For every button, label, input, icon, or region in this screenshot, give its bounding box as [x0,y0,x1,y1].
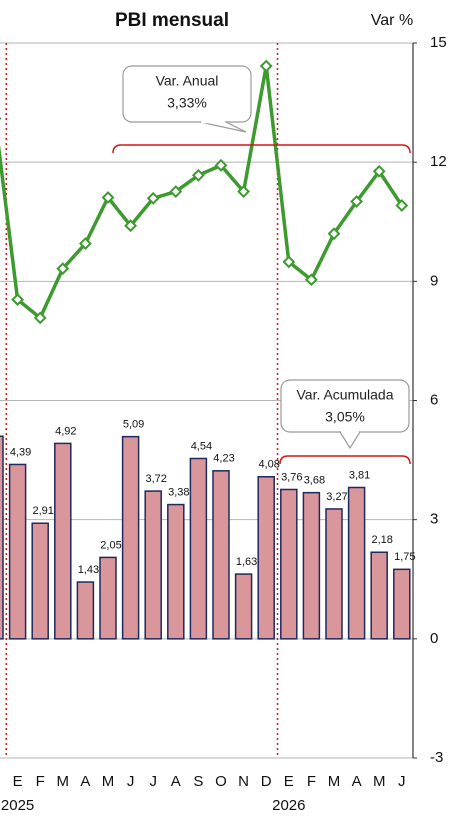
y-tick-label: -3 [430,749,443,766]
x-tick-label: J [398,773,406,790]
bracket [279,455,411,465]
callout-tip [338,431,362,450]
value-label: 3,72 [145,473,166,485]
value-label: 2,05 [100,539,121,551]
line-marker [101,191,115,204]
bar [234,573,253,640]
bar [189,457,208,640]
line-marker [327,227,341,241]
x-tick-label: A [171,773,181,790]
x-tick-label: D [261,773,272,790]
bar [393,568,411,640]
bar [347,486,366,640]
annotation: Var. Anual [156,73,219,89]
x-tick-label: A [80,773,90,790]
line-marker [214,158,228,172]
value-label: 3,68 [304,475,325,487]
value-label: 4,92 [55,425,76,437]
line-marker [11,293,25,307]
y-tick-label: 15 [430,34,447,51]
value-label: 3,27 [326,491,347,503]
x-tick-label: A [352,773,362,790]
x-tick-label: J [127,773,135,790]
x-tick-label: O [215,773,227,790]
callout-tip [199,121,247,133]
value-label: 2,91 [32,505,53,517]
x-tick-label: S [193,773,203,790]
value-label: 1,75 [394,551,415,563]
line-marker [78,237,92,251]
x-tick-label: N [238,773,249,790]
value-label: 2,18 [371,534,392,546]
line-marker [282,255,296,269]
x-tick-label: M [328,773,341,790]
year-label: 2026 [272,797,305,814]
annotation: 3,05% [325,409,365,425]
value-label: 1,43 [78,564,99,576]
y-tick-label: 3 [430,511,438,528]
bar [257,476,275,640]
value-label: 4,54 [191,440,212,452]
x-tick-label: E [284,773,294,790]
bar [325,508,343,640]
bar [121,435,140,640]
line-marker [304,273,318,287]
line-marker [259,59,273,73]
line-marker [237,185,251,198]
bar [280,488,298,640]
x-tick-label: M [57,773,70,790]
y-axis-label: Var % [371,12,413,29]
line-marker [395,199,409,212]
x-tick-label: F [307,773,316,790]
bar [31,522,49,640]
line-marker [33,311,47,325]
value-label: 4,23 [213,453,234,465]
line-marker [372,164,386,178]
bar [302,491,321,640]
bar [167,503,185,640]
line-marker [56,262,70,276]
line-marker [350,195,364,208]
line-marker [124,219,138,233]
y-tick-label: 0 [430,630,438,647]
bar [76,581,95,640]
bar [212,470,230,640]
value-label: 5,09 [123,419,144,431]
y-tick-label: 9 [430,272,438,289]
line-marker [146,191,160,205]
bar [54,442,72,640]
bracket [112,144,411,154]
value-label: 3,76 [281,471,302,483]
bar [144,490,162,640]
value-label: 4,08 [258,459,279,471]
x-tick-label: M [373,773,386,790]
bar [8,463,27,640]
annotation: Var. Acumulada [296,387,393,403]
year-label: 2025 [1,797,34,814]
chart-title: PBI mensual [115,10,229,31]
y-tick-label: 12 [430,153,447,170]
bar [99,556,117,640]
x-tick-label: J [149,773,157,790]
x-tick-label: M [102,773,115,790]
value-label: 3,81 [349,469,370,481]
annotation: 3,33% [167,95,207,111]
value-label: 4,39 [10,446,31,458]
callout-box [122,65,252,123]
bar [0,435,4,640]
x-tick-label: F [36,773,45,790]
line-marker [169,185,183,198]
value-label: 3,38 [168,486,189,498]
bar [370,551,388,640]
line-marker [191,168,205,182]
y-tick-label: 6 [430,391,438,408]
x-tick-label: E [13,773,23,790]
value-label: 1,63 [236,556,257,568]
